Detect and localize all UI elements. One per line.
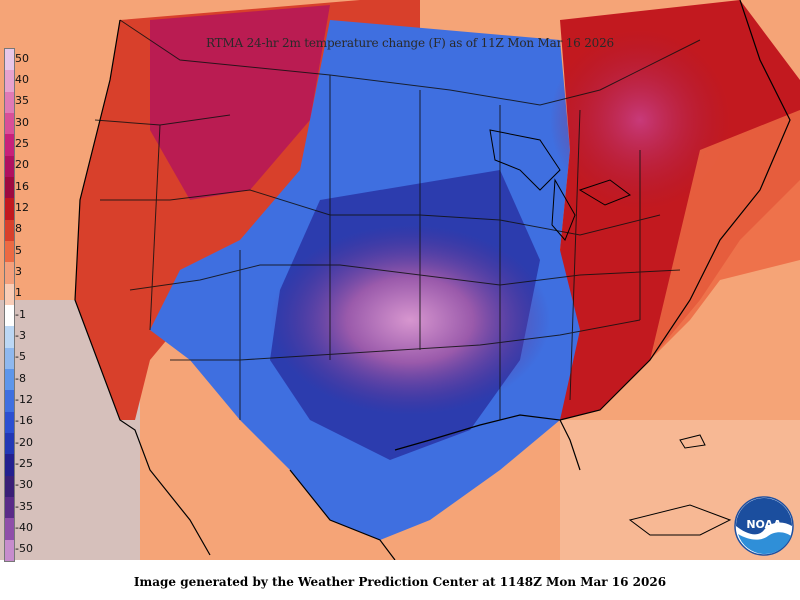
- legend-label: 20: [15, 158, 29, 172]
- caribbean-islands: [628, 434, 732, 536]
- northwest-deep-warm: [150, 5, 330, 200]
- legend-swatch: [5, 454, 14, 476]
- legend-label: -3: [15, 329, 26, 342]
- legend-label: 5: [15, 243, 22, 257]
- legend-swatch: [5, 198, 14, 220]
- legend-label: 25: [15, 137, 29, 150]
- legend-swatch: [5, 304, 14, 327]
- legend-swatch: [5, 347, 14, 369]
- legend-swatch: [5, 240, 14, 263]
- legend-swatch: [5, 176, 14, 199]
- legend-swatch: [5, 134, 14, 156]
- legend-label: 30: [15, 115, 29, 129]
- legend-swatch: [5, 475, 14, 497]
- extreme-cold-core: [270, 225, 550, 415]
- legend-label: -12: [15, 393, 33, 406]
- legend-label: 8: [15, 222, 22, 236]
- noaa-logo-text: NOAA: [746, 518, 782, 531]
- legend-swatch: [5, 283, 14, 305]
- legend-label: -20: [15, 435, 33, 449]
- legend-label: -50: [15, 542, 33, 556]
- legend-swatch: [5, 518, 14, 540]
- legend-label: -8: [15, 371, 26, 385]
- legend-swatch: [5, 262, 14, 284]
- legend-swatch: [5, 112, 14, 135]
- legend-label: -35: [15, 499, 33, 513]
- northeast-warm-core: [550, 30, 730, 210]
- legend-label: 12: [15, 201, 29, 214]
- legend-label: -16: [15, 414, 33, 428]
- noaa-logo: NOAA: [734, 496, 794, 556]
- color-legend: [4, 48, 15, 562]
- legend-label: -5: [15, 350, 26, 364]
- legend-label: 50: [15, 51, 29, 65]
- great-lakes: [489, 129, 632, 241]
- atlantic-warm-band: [650, 110, 800, 360]
- legend-swatch: [5, 219, 14, 241]
- legend-label: -30: [15, 478, 33, 492]
- legend-swatch: [5, 390, 14, 412]
- legend-swatch: [5, 155, 14, 177]
- legend-swatch: [5, 411, 14, 433]
- legend-swatch: [5, 326, 14, 348]
- legend-label: -1: [15, 307, 26, 321]
- legend-label: -40: [15, 521, 33, 534]
- legend-swatch: [5, 91, 14, 113]
- legend-label: 40: [15, 73, 29, 86]
- footer-caption: Image generated by the Weather Predictio…: [133, 575, 667, 589]
- legend-label: 35: [15, 94, 29, 108]
- map-title: RTMA 24-hr 2m temperature change (F) as …: [206, 36, 614, 50]
- legend-swatch: [5, 70, 14, 92]
- legend-label: 3: [15, 265, 22, 278]
- legend-swatch: [5, 539, 14, 561]
- legend-label: 1: [15, 286, 22, 300]
- legend-swatch: [5, 368, 14, 391]
- legend-swatch: [5, 49, 14, 71]
- coastline: [74, 0, 791, 560]
- legend-swatch: [5, 496, 14, 519]
- state-borders: [94, 19, 701, 420]
- legend-swatch: [5, 432, 14, 455]
- legend-label: -25: [15, 457, 33, 470]
- legend-label: 16: [15, 179, 29, 193]
- temperature-change-map: [0, 0, 800, 560]
